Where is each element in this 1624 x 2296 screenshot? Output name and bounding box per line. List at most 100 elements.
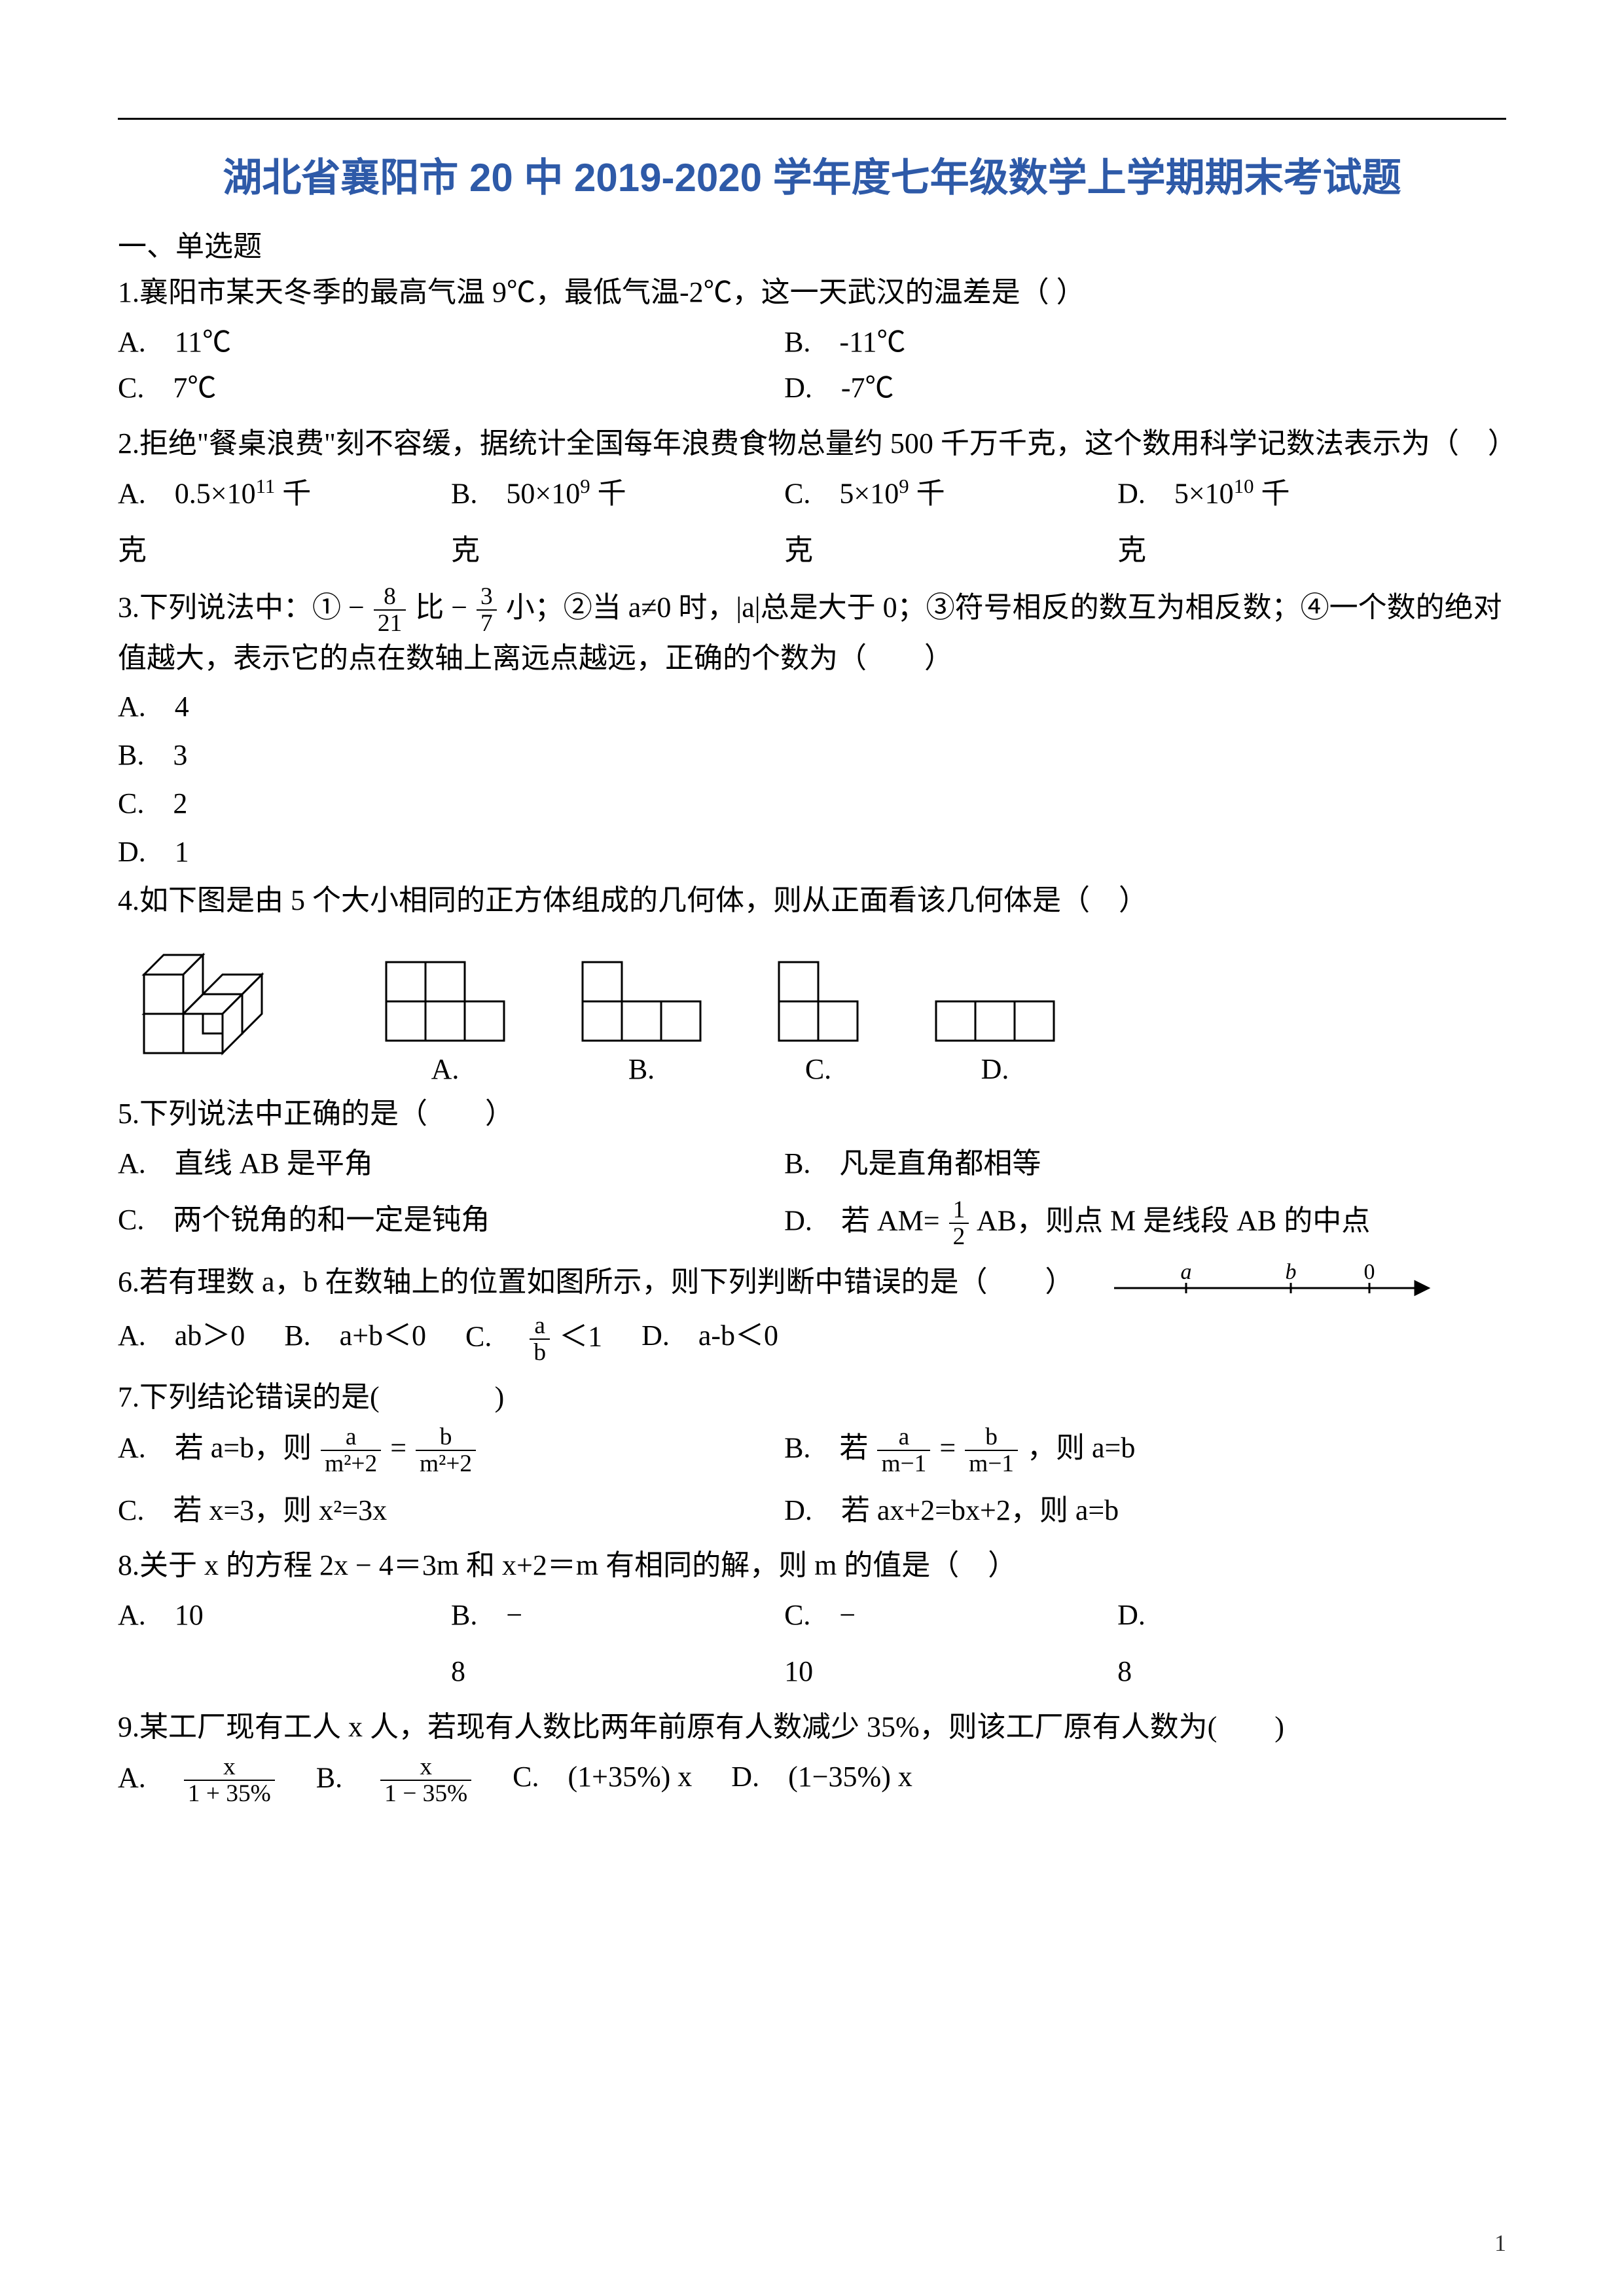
section-heading: 一、单选题 (118, 223, 1506, 264)
q3-f1-num: 8 (374, 584, 406, 611)
q8-c1: C. − (784, 1592, 1117, 1638)
q3-f2-num: 3 (477, 584, 497, 611)
q3-neg2: − (451, 592, 467, 624)
q2-a: A. 0.5×1011 千 (118, 471, 451, 517)
q1-d: D. -7℃ (784, 365, 1451, 411)
q6-b: B. a+b＜0 (284, 1313, 426, 1366)
q7-b-post: ，则 a=b (1027, 1431, 1135, 1463)
q3-a: A. 4 (118, 685, 1506, 728)
q9-a-frac: x 1 + 35% (184, 1754, 275, 1807)
q7-d: D. 若 ax+2=bx+2，则 a=b (784, 1488, 1451, 1534)
q8-options-l2: 8 10 8 (118, 1649, 1506, 1695)
q4-a-label: A. (380, 1052, 511, 1086)
q2-c-exp: 9 (899, 475, 909, 497)
q4-c-label: C. (772, 1052, 864, 1086)
q7-a-lnum: a (321, 1424, 381, 1451)
q9-a-num: x (184, 1754, 275, 1781)
q6-c-num: a (530, 1313, 550, 1340)
q6-row: 6.若有理数 a，b 在数轴上的位置如图所示，则下列判断中错误的是（ ） a b… (118, 1261, 1506, 1308)
q7-a-fr: b m²+2 (416, 1424, 476, 1477)
numline-b: b (1285, 1262, 1296, 1284)
q4-opt-a: A. (380, 956, 511, 1086)
q2-b-exp: 9 (580, 475, 590, 497)
q2-options-line1: A. 0.5×1011 千 B. 50×109 千 C. 5×109 千 D. … (118, 471, 1506, 517)
q8-options-l1: A. 10 B. − C. − D. (118, 1592, 1506, 1638)
q4-opt-c: C. (772, 956, 864, 1086)
q3-pre: 3.下列说法中：① (118, 592, 348, 624)
q6-c-pre: C. (465, 1320, 520, 1352)
q5-d: D. 若 AM= 1 2 AB，则点 M 是线段 AB 的中点 (784, 1197, 1451, 1250)
numline-0: 0 (1363, 1262, 1375, 1284)
q4-solid (118, 935, 314, 1086)
q8-text: 8.关于 x 的方程 2x − 4＝3m 和 x+2＝m 有相同的解，则 m 的… (118, 1544, 1506, 1587)
q9-text: 9.某工厂现有工人 x 人，若现有人数比两年前原有人数减少 35%，则该工厂原有… (118, 1706, 1506, 1749)
q9-b-frac: x 1 − 35% (380, 1754, 471, 1807)
q7-a-rden: m²+2 (416, 1451, 476, 1477)
q1-text: 1.襄阳市某天冬季的最高气温 9℃，最低气温-2℃，这一天武汉的温差是（ ） (118, 271, 1506, 314)
q9-a-den: 1 + 35% (184, 1781, 275, 1806)
q3-c: C. 2 (118, 782, 1506, 825)
q8-d1: D. (1117, 1592, 1451, 1638)
q4-d-label: D. (929, 1052, 1060, 1086)
q2-b: B. 50×109 千 (451, 471, 784, 517)
q8-b2: 8 (451, 1649, 784, 1695)
q2-a-pre: A. 0.5×10 (118, 477, 256, 509)
q3-options: A. 4 B. 3 C. 2 D. 1 (118, 685, 1506, 874)
q5-a: A. 直线 AB 是平角 (118, 1141, 784, 1187)
q6-c-den: b (530, 1340, 550, 1365)
q8-c2: 10 (784, 1649, 1117, 1695)
q7-b: B. 若 a m−1 = b m−1 ，则 a=b (784, 1424, 1451, 1477)
q5-d-den: 2 (949, 1224, 969, 1249)
q2-d: D. 5×1010 千 (1117, 471, 1451, 517)
q1-c: C. 7℃ (118, 365, 784, 411)
q9-a-pre: A. (118, 1761, 175, 1793)
q8-a2 (118, 1649, 451, 1695)
q7-a: A. 若 a=b，则 a m²+2 = b m²+2 (118, 1424, 784, 1477)
q4-opt-b: B. (576, 956, 707, 1086)
q9-b-pre: B. (316, 1761, 371, 1793)
q9-b-den: 1 − 35% (380, 1781, 471, 1806)
q2-c-unit: 千 (909, 477, 945, 509)
q8-d2: 8 (1117, 1649, 1451, 1695)
q9-a: A. x 1 + 35% (118, 1754, 277, 1807)
q8-a: A. 10 (118, 1592, 451, 1638)
q7-a-fl: a m²+2 (321, 1424, 381, 1477)
q3-text: 3.下列说法中：① − 8 21 比 − 3 7 小；②当 a≠0 时，|a|总… (118, 584, 1506, 680)
q7-b-mid: = (939, 1431, 963, 1463)
q9-c: C. (1+35%) x (513, 1754, 692, 1807)
cube-solid-icon (118, 935, 314, 1086)
q1-a: A. 11℃ (118, 319, 784, 365)
q3-f1-den: 21 (374, 611, 406, 636)
q7-b-pre: B. 若 (784, 1431, 875, 1463)
q2-b-unit: 千 (590, 477, 626, 509)
q5-d-pre: D. 若 AM= (784, 1205, 940, 1237)
page-title: 湖北省襄阳市 20 中 2019-2020 学年度七年级数学上学期期末考试题 (118, 146, 1506, 203)
q2-d-unit2: 克 (1117, 528, 1451, 573)
top-rule (118, 118, 1506, 120)
q6-c-frac: a b (530, 1313, 550, 1366)
front-view-c-icon (772, 956, 864, 1047)
q7-b-rden: m−1 (965, 1451, 1018, 1477)
q7-options-row2: C. 若 x=3，则 x²=3x D. 若 ax+2=bx+2，则 a=b (118, 1488, 1506, 1534)
q5-options-row2: C. 两个锐角的和一定是钝角 D. 若 AM= 1 2 AB，则点 M 是线段 … (118, 1197, 1506, 1250)
q7-b-fl: a m−1 (877, 1424, 930, 1477)
q5-d-frac: 1 2 (949, 1197, 969, 1250)
q1-options: A. 11℃ B. -11℃ C. 7℃ D. -7℃ (118, 319, 1506, 412)
q5-options-row1: A. 直线 AB 是平角 B. 凡是直角都相等 (118, 1141, 1506, 1187)
q2-a-exp: 11 (256, 475, 276, 497)
q5-text: 5.下列说法中正确的是（ ） (118, 1092, 1506, 1136)
q3-b: B. 3 (118, 734, 1506, 777)
q3-mid: 比 (415, 592, 451, 624)
q3-neg1: − (348, 592, 365, 624)
q5-c: C. 两个锐角的和一定是钝角 (118, 1197, 784, 1250)
q3-f2-den: 7 (477, 611, 497, 636)
q9-options: A. x 1 + 35% B. x 1 − 35% C. (1+35%) x D… (118, 1754, 1506, 1807)
q7-b-lnum: a (877, 1424, 930, 1451)
q5-d-post: AB，则点 M 是线段 AB 的中点 (977, 1205, 1370, 1237)
q7-b-fr: b m−1 (965, 1424, 1018, 1477)
q6-c-post: ＜1 (559, 1320, 602, 1352)
front-view-b-icon (576, 956, 707, 1047)
q6-text: 6.若有理数 a，b 在数轴上的位置如图所示，则下列判断中错误的是（ ） (118, 1266, 1074, 1298)
q7-a-rnum: b (416, 1424, 476, 1451)
q7-a-pre: A. 若 a=b，则 (118, 1431, 319, 1463)
